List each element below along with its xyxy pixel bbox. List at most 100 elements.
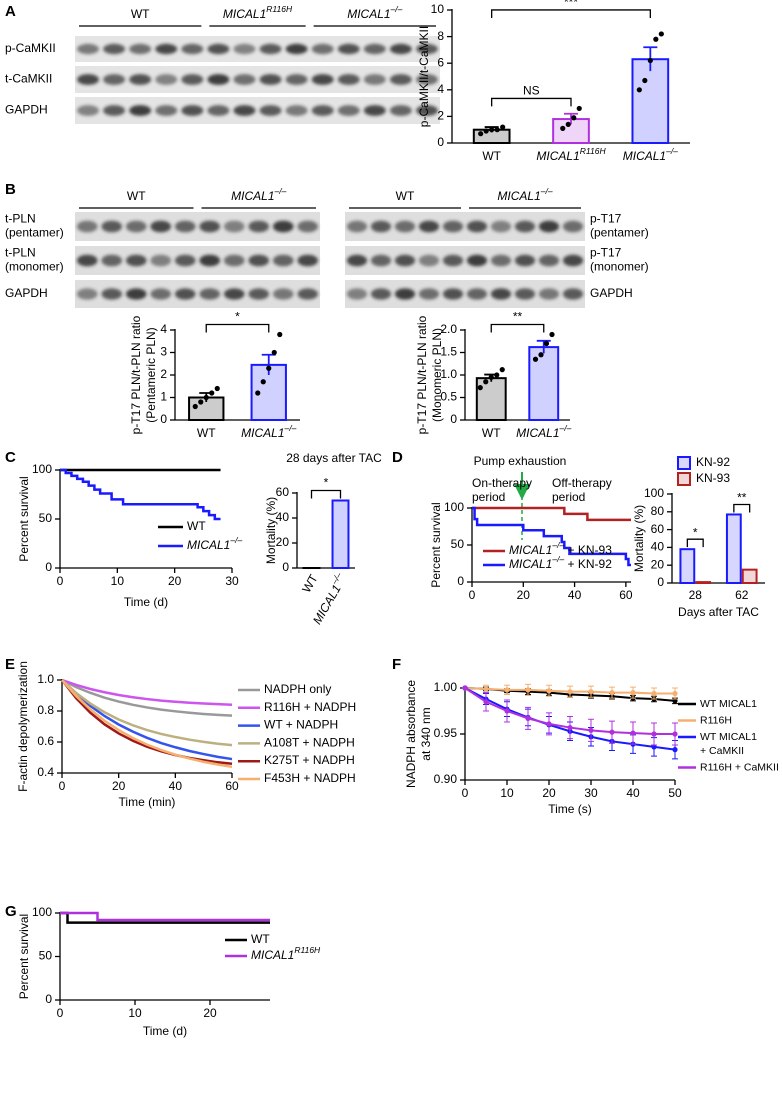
blot-band — [514, 220, 536, 233]
data-point — [214, 385, 220, 392]
line-marker — [546, 688, 552, 694]
x-tick-label: 0 — [59, 779, 66, 793]
y-tick-label: 0 — [657, 575, 664, 589]
data-point — [489, 127, 495, 133]
blot-band — [389, 105, 412, 116]
legend-swatch — [677, 456, 691, 470]
annotation: period — [472, 490, 505, 504]
y-tick-label: 0.95 — [434, 726, 458, 740]
y-tick-label: 20 — [276, 535, 290, 549]
blot-band — [174, 254, 196, 267]
blot-band — [416, 43, 438, 55]
y-tick-label: 2.0 — [440, 322, 457, 336]
x-tick-label-main: MICAL1 — [536, 149, 579, 163]
blot-band — [346, 288, 368, 300]
x-tick-label: 10 — [111, 574, 125, 588]
chart-title: 28 days after TAC — [286, 451, 382, 465]
blot-band — [207, 105, 230, 116]
x-tick-label-main: MICAL1 — [623, 149, 666, 163]
blot-band — [418, 288, 440, 300]
blot-band — [150, 288, 172, 300]
line-marker — [462, 685, 468, 691]
y-tick-label: 0 — [437, 135, 444, 149]
data-point — [571, 115, 577, 121]
blot-band — [394, 254, 416, 267]
y-tick-label: 50 — [39, 511, 53, 525]
blot-band — [272, 220, 294, 233]
blot-group-label-main: MICAL1 — [223, 7, 266, 21]
blot-band — [77, 74, 99, 85]
y-tick-label: 100 — [644, 486, 664, 500]
legend-label: R116H + CaMKII — [700, 761, 779, 773]
blot-band — [248, 220, 270, 233]
data-point — [647, 57, 653, 64]
blot-band — [562, 220, 584, 233]
significance-label: * — [324, 476, 329, 490]
legend-label-main: NADPH only — [264, 682, 331, 696]
blot-band — [538, 288, 560, 300]
line-marker — [588, 689, 594, 695]
blot-band — [370, 254, 392, 267]
data-point — [483, 379, 489, 385]
line-marker — [630, 690, 636, 696]
blot-group-label: MICAL1R116H — [223, 4, 293, 21]
x-tick-label: 0 — [57, 1006, 64, 1020]
blot-group-label: WT — [396, 189, 415, 203]
y-tick-label: 40 — [276, 510, 290, 524]
blot-band — [181, 43, 204, 55]
blot-band — [155, 43, 178, 55]
blot-band — [297, 288, 319, 300]
x-tick-label: 40 — [626, 786, 640, 800]
x-tick-label: 40 — [568, 588, 582, 602]
blot-band — [370, 220, 392, 233]
blot-band — [125, 288, 147, 300]
line-marker — [672, 690, 678, 697]
blot-band — [101, 288, 123, 300]
x-axis-label: Time (s) — [548, 802, 592, 816]
x-tick-label: 60 — [225, 779, 239, 793]
blot-band — [442, 288, 464, 300]
x-tick-label-main: WT — [197, 426, 216, 440]
x-axis-label: Time (d) — [124, 595, 168, 609]
blot-band — [223, 254, 245, 267]
legend-label: MICAL1R116H — [251, 945, 321, 962]
x-tick-label-main: WT — [482, 426, 501, 440]
x-tick-label: 20 — [542, 786, 556, 800]
blot-band — [389, 74, 412, 85]
panel-label: E — [5, 656, 15, 673]
y-tick-label: 0 — [160, 412, 167, 426]
significance-bracket — [686, 538, 704, 548]
data-point — [560, 125, 566, 131]
y-tick-label: 0.4 — [37, 765, 54, 779]
data-point — [209, 390, 215, 396]
blot-band — [76, 254, 98, 267]
x-tick-label: 28 — [689, 588, 703, 602]
x-tick-label: MICAL1R116H — [536, 146, 606, 163]
significance-bracket — [310, 489, 342, 499]
y-tick-label: 0 — [45, 992, 52, 1006]
x-tick-label-sup: –/– — [665, 146, 678, 156]
line-marker — [483, 686, 489, 692]
blot-band — [337, 43, 360, 55]
legend-label-main: R116H + NADPH — [264, 700, 356, 714]
line-series — [472, 506, 631, 522]
legend-label: WT + NADPH — [264, 718, 338, 732]
y-tick-label: 0 — [457, 574, 464, 588]
legend-label: + CaMKII — [700, 745, 744, 757]
y-tick-label: 50 — [451, 537, 465, 551]
blot-band — [337, 74, 360, 85]
data-point — [532, 356, 539, 362]
blot-band — [223, 220, 245, 233]
y-axis-label: at 340 nm — [419, 707, 433, 760]
blot-group-label: WT — [131, 7, 150, 21]
legend-label-main: MICAL1 — [509, 557, 552, 571]
x-tick-label-main: WT — [482, 149, 501, 163]
blot-band — [103, 74, 126, 85]
panel-label: B — [5, 181, 16, 198]
legend-label: MICAL1–/– + KN-93 — [509, 540, 612, 557]
legend-label-suffix: + KN-92 — [564, 557, 612, 571]
blot-band — [562, 254, 584, 267]
annotation: On-therapy — [472, 476, 532, 490]
blot-group-label-main: WT — [396, 189, 415, 203]
blot-row-label: p-CaMKII — [5, 41, 56, 55]
